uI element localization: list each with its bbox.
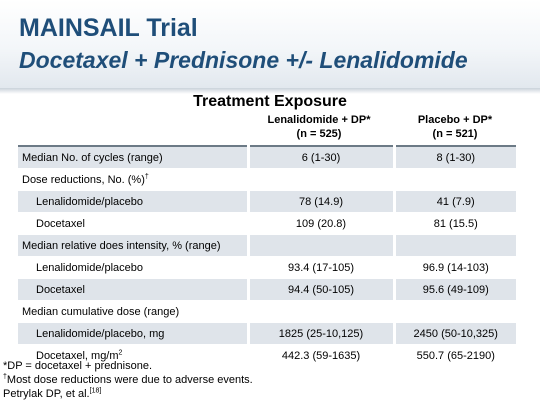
cell-placebo: 8 (1-30) xyxy=(392,145,516,169)
cell-lenalidomide: 1825 (25-10,125) xyxy=(246,322,394,345)
cell-lenalidomide: 93.4 (17-105) xyxy=(246,256,394,279)
footnote-dp: *DP = docetaxel + prednisone. xyxy=(3,360,153,372)
cell-lenalidomide xyxy=(246,234,394,257)
slide-title: MAINSAIL Trial xyxy=(19,14,198,42)
column-header-line2: (n = 525) xyxy=(296,128,342,140)
cell-placebo: 95.6 (49-109) xyxy=(392,278,516,301)
column-header-line1: Lenalidomide + DP* xyxy=(267,114,371,126)
table-row: Lenalidomide/placebo 93.4 (17-105) 96.9 … xyxy=(18,256,516,279)
cell-placebo: 2450 (50-10,325) xyxy=(392,322,516,345)
table-row: Median No. of cycles (range) 6 (1-30) 8 … xyxy=(18,145,516,169)
dagger-footnote-mark: † xyxy=(144,172,149,180)
table-row: Lenalidomide/placebo, mg 1825 (25-10,125… xyxy=(18,322,516,345)
row-label: Lenalidomide/placebo xyxy=(18,256,248,279)
citation-reference: [18] xyxy=(89,387,102,395)
cell-lenalidomide: 109 (20.8) xyxy=(246,212,394,235)
table-title: Treatment Exposure xyxy=(193,93,347,110)
table-row: Docetaxel, mg/m2 442.3 (59-1635) 550.7 (… xyxy=(18,344,516,367)
footnotes: *DP = docetaxel + prednisone. †Most dose… xyxy=(3,359,253,401)
table-row: Dose reductions, No. (%)† xyxy=(18,168,516,191)
cell-lenalidomide: 6 (1-30) xyxy=(246,145,394,169)
cell-placebo: 96.9 (14-103) xyxy=(392,256,516,279)
row-label: Docetaxel xyxy=(18,212,248,235)
table-row: Docetaxel 109 (20.8) 81 (15.5) xyxy=(18,212,516,235)
table-row: Median relative does intensity, % (range… xyxy=(18,234,516,257)
cell-placebo xyxy=(392,300,516,323)
treatment-exposure-table: Median No. of cycles (range) 6 (1-30) 8 … xyxy=(18,145,516,367)
column-header-line1: Placebo + DP* xyxy=(417,114,493,126)
cell-placebo: 41 (7.9) xyxy=(392,190,516,213)
table-row: Median cumulative dose (range) xyxy=(18,300,516,323)
column-header-placebo: Placebo + DP* (n = 521) xyxy=(394,113,516,141)
cell-lenalidomide: 442.3 (59-1635) xyxy=(246,344,394,367)
row-label: Lenalidomide/placebo, mg xyxy=(18,322,248,345)
row-label: Docetaxel, mg/m2 xyxy=(18,344,248,367)
slide-subtitle: Docetaxel + Prednisone +/- Lenalidomide xyxy=(19,47,468,73)
title-divider xyxy=(0,88,540,94)
cell-placebo: 550.7 (65-2190) xyxy=(392,344,516,367)
cell-lenalidomide: 94.4 (50-105) xyxy=(246,278,394,301)
cell-placebo xyxy=(392,234,516,257)
row-label: Docetaxel xyxy=(18,278,248,301)
cell-lenalidomide xyxy=(246,168,394,191)
title-banner: MAINSAIL Trial Docetaxel + Prednisone +/… xyxy=(0,0,540,88)
citation: Petrylak DP, et al.[18] xyxy=(3,387,102,400)
unit-superscript: 2 xyxy=(118,348,123,356)
row-label: Dose reductions, No. (%)† xyxy=(18,168,248,191)
cell-placebo xyxy=(392,168,516,191)
column-header-line2: (n = 521) xyxy=(432,128,478,140)
cell-lenalidomide: 78 (14.9) xyxy=(246,190,394,213)
row-label: Median relative does intensity, % (range… xyxy=(18,234,248,257)
cell-placebo: 81 (15.5) xyxy=(392,212,516,235)
dagger-mark: † xyxy=(3,373,7,381)
table-row: Docetaxel 94.4 (50-105) 95.6 (49-109) xyxy=(18,278,516,301)
footnote-dagger: †Most dose reductions were due to advers… xyxy=(3,373,253,386)
row-label: Lenalidomide/placebo xyxy=(18,190,248,213)
row-label: Median cumulative dose (range) xyxy=(18,300,248,323)
row-label: Median No. of cycles (range) xyxy=(18,145,248,169)
column-header-lenalidomide: Lenalidomide + DP* (n = 525) xyxy=(248,113,390,141)
cell-lenalidomide xyxy=(246,300,394,323)
table-row: Lenalidomide/placebo 78 (14.9) 41 (7.9) xyxy=(18,190,516,213)
